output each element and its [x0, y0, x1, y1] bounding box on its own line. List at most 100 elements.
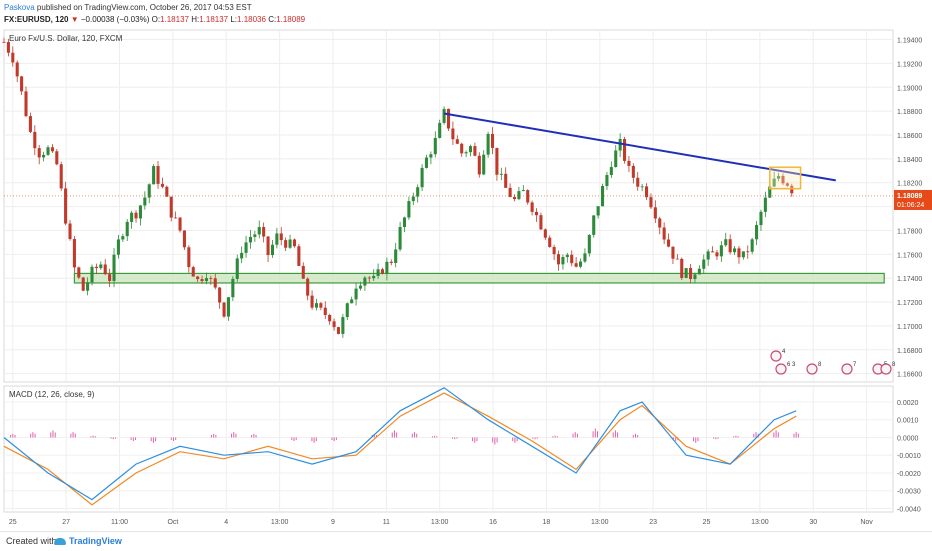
time-tick-label: 27 — [62, 519, 70, 526]
candle-body — [244, 242, 248, 253]
candle-body — [587, 234, 591, 254]
candle-body — [253, 234, 257, 237]
candle-body — [367, 277, 371, 279]
candle-body — [270, 244, 275, 256]
candle-body — [543, 229, 547, 238]
price-pane — [3, 29, 894, 383]
price-tick-label: 1.18200 — [897, 181, 922, 188]
chart-header: Paskova published on TradingView.com, Oc… — [0, 0, 932, 30]
publish-line: Paskova published on TradingView.com, Oc… — [4, 3, 252, 12]
candle-body — [636, 177, 640, 187]
candle-body — [380, 269, 385, 274]
candle-body — [213, 278, 217, 288]
last-price-label: 1.18089 — [897, 193, 922, 200]
open-label: O: — [151, 15, 161, 24]
published-text: published on TradingView.com, October 26… — [36, 3, 252, 12]
time-tick-label: Oct — [167, 519, 178, 526]
macd-tick-label: 0.0020 — [897, 400, 919, 407]
low-label: L: — [230, 15, 238, 24]
candle-body — [728, 239, 732, 253]
candle-body — [64, 188, 68, 224]
candle-body — [733, 248, 737, 253]
candle-body — [460, 143, 464, 154]
macd-tick-label: -0.0030 — [897, 489, 921, 496]
candle-body — [583, 253, 587, 262]
candle-body — [42, 154, 46, 158]
candle-body — [473, 146, 477, 156]
candle-body — [662, 227, 666, 240]
candle-body — [424, 157, 429, 168]
candle-body — [600, 186, 605, 207]
candle-body — [755, 225, 759, 240]
candle-body — [288, 239, 292, 248]
candle-body — [446, 108, 451, 129]
candle-body — [191, 267, 195, 277]
price-tick-label: 1.19000 — [897, 85, 922, 92]
event-marker-label: 8 — [818, 362, 822, 368]
macd-tick-label: -0.0040 — [897, 506, 921, 513]
candle-body — [486, 133, 490, 155]
candle-body — [358, 285, 363, 289]
candle-body — [574, 263, 578, 267]
candle-body — [275, 233, 279, 245]
candle-body — [99, 264, 103, 269]
open-value: 1.18137 — [160, 15, 189, 24]
candle-body — [394, 249, 398, 263]
candle-body — [363, 277, 367, 286]
event-marker-label: 7 — [853, 362, 857, 368]
candle-body — [345, 303, 349, 318]
candle-body — [231, 278, 235, 298]
candle-body — [781, 175, 785, 184]
candle-body — [222, 302, 226, 317]
price-tick-label: 1.18400 — [897, 157, 922, 164]
candle-body — [306, 278, 310, 296]
time-tick-label: 23 — [649, 519, 657, 526]
candle-body — [433, 137, 437, 155]
candle-body — [46, 147, 50, 155]
candle-body — [332, 321, 336, 328]
candle-body — [697, 268, 701, 275]
candle-body — [336, 327, 341, 334]
candle-body — [297, 246, 301, 266]
candle-body — [539, 215, 543, 230]
event-marker-icon — [770, 350, 782, 362]
candle-body — [438, 122, 442, 138]
candle-body — [772, 178, 776, 187]
candle-body — [218, 287, 222, 303]
candle-body — [521, 190, 525, 192]
macd-line — [3, 387, 797, 501]
candle-body — [565, 254, 569, 258]
candle-body — [341, 317, 345, 334]
candle-body — [15, 62, 19, 77]
author-link[interactable]: Paskova — [4, 3, 35, 12]
candle-body — [248, 236, 252, 243]
time-tick-label: 30 — [809, 519, 817, 526]
tradingview-logo[interactable]: TradingView — [54, 536, 122, 546]
candle-body — [24, 91, 28, 117]
candle-body — [37, 148, 41, 158]
candle-body — [482, 154, 486, 175]
macd-signal-line — [3, 392, 797, 506]
price-chart[interactable]: 1.19400 1.19200 1.19000 1.18800 1.18600 1.184… — [0, 0, 932, 531]
candle-body — [631, 165, 635, 178]
candle-body — [763, 197, 767, 212]
candle-body — [59, 164, 63, 189]
candle-body — [548, 237, 552, 248]
price-tick-label: 1.17800 — [897, 228, 922, 235]
candle-body — [592, 215, 596, 235]
candle-body — [768, 186, 772, 198]
candle-body — [667, 239, 671, 247]
candle-body — [77, 267, 81, 278]
candle-body — [658, 218, 662, 228]
candle-body — [200, 279, 204, 282]
candle-body — [790, 185, 794, 194]
candle-body — [741, 251, 745, 258]
candle-body — [310, 295, 314, 308]
candle-body — [605, 175, 609, 187]
candle-body — [455, 139, 459, 144]
candle-body — [689, 268, 693, 280]
price-tick-label: 1.17000 — [897, 324, 922, 331]
candle-body — [11, 52, 15, 63]
candle-body — [2, 41, 6, 43]
candle-body — [750, 239, 754, 252]
